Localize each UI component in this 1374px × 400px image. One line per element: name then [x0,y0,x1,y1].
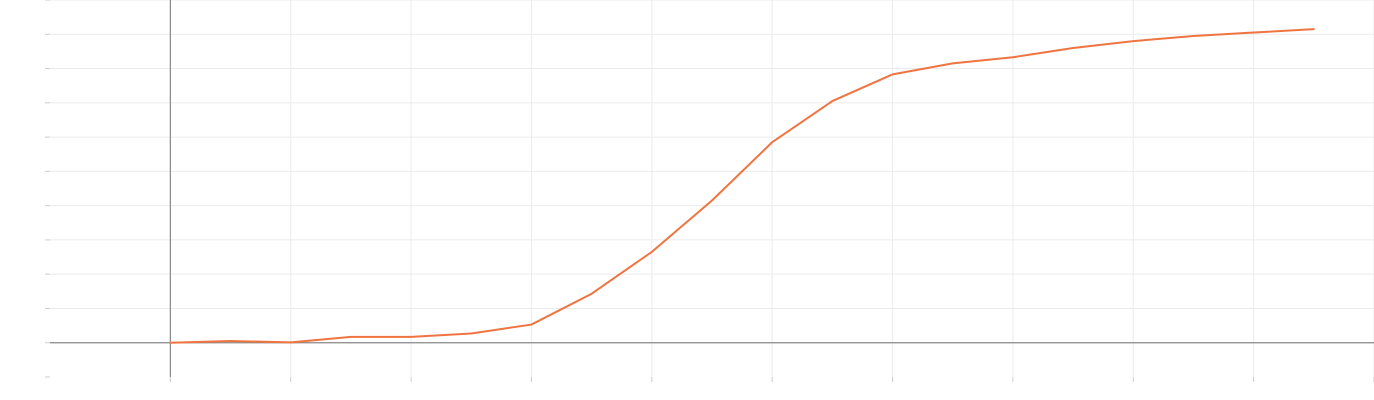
grid-lines [50,0,1374,377]
series-layer [169,28,1315,344]
tick-marks [45,0,1374,382]
axes [50,0,1374,377]
series-line-0 [169,28,1315,344]
